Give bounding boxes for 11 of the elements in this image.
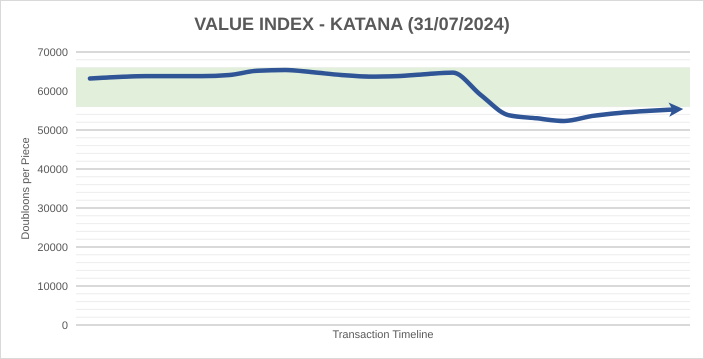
y-tick-label: 50000 <box>37 124 68 137</box>
y-tick-label: 20000 <box>37 242 68 254</box>
y-tick-label: 60000 <box>37 86 68 98</box>
x-axis-title: Transaction Timeline <box>332 329 434 341</box>
y-axis-title: Doubloons per Piece <box>20 137 32 240</box>
y-tick-label: 10000 <box>37 280 68 293</box>
y-tick-label: 30000 <box>37 202 68 215</box>
y-tick-label: 40000 <box>37 164 68 176</box>
y-tick-label: 0 <box>62 320 68 332</box>
chart-title: VALUE INDEX - KATANA (31/07/2024) <box>194 14 510 34</box>
y-tick-label: 70000 <box>37 46 68 59</box>
